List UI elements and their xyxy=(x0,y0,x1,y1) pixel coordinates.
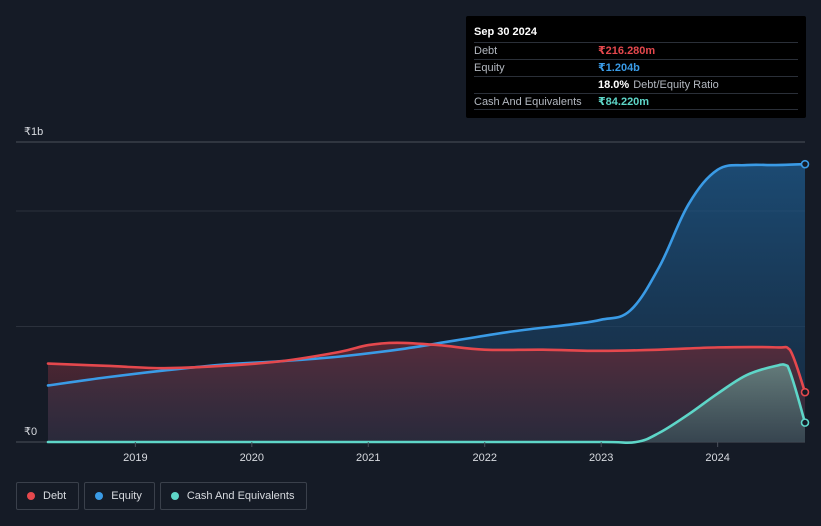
tooltip-ratio-value: 18.0% xyxy=(598,79,630,91)
x-tick-label: 2024 xyxy=(705,452,729,464)
x-tick-label: 2023 xyxy=(589,452,613,464)
tooltip-equity-label: Equity xyxy=(474,62,505,74)
tooltip-equity-row: Equity ₹1.204b xyxy=(474,59,798,76)
debt-end-marker xyxy=(800,387,810,397)
tooltip-equity-value: ₹1.204b xyxy=(598,62,640,74)
tooltip-debt-label: Debt xyxy=(474,45,498,57)
tooltip-cash-row: Cash And Equivalents ₹84.220m xyxy=(474,93,798,110)
x-tick-label: 2020 xyxy=(240,452,264,464)
tooltip-debt-value: ₹216.280m xyxy=(598,45,656,57)
legend-label-equity: Equity xyxy=(111,490,142,502)
tooltip-cash-value: ₹84.220m xyxy=(598,96,650,108)
legend-item-debt[interactable]: Debt xyxy=(16,482,80,510)
x-tick-label: 2019 xyxy=(123,452,147,464)
legend-item-equity[interactable]: Equity xyxy=(84,482,155,510)
cash-dot-icon xyxy=(170,492,179,500)
debt-line xyxy=(46,341,807,394)
tooltip-date: Sep 30 2024 xyxy=(474,26,537,38)
y-tick-label-zero: ₹0 xyxy=(24,426,37,438)
data-tooltip: Sep 30 2024 Debt ₹216.280m Equity ₹1.204… xyxy=(466,16,806,118)
x-tick-label: 2021 xyxy=(356,452,380,464)
x-tick-label: 2022 xyxy=(472,452,496,464)
legend-label-debt: Debt xyxy=(43,490,67,502)
legend-item-cash[interactable]: Cash And Equivalents xyxy=(159,482,308,510)
legend-label-cash: Cash And Equivalents xyxy=(186,490,295,502)
tooltip-cash-label: Cash And Equivalents xyxy=(474,96,582,108)
debt-area xyxy=(48,342,805,442)
y-tick-label-top: ₹1b xyxy=(24,126,43,138)
tooltip-ratio-label: Debt/Equity Ratio xyxy=(633,79,719,91)
cash-end-marker xyxy=(800,418,810,427)
tooltip-ratio-row: 18.0% Debt/Equity Ratio xyxy=(474,76,798,93)
debt-dot-icon xyxy=(27,492,35,500)
cash-area xyxy=(48,364,805,443)
equity-end-marker xyxy=(800,159,810,169)
tooltip-debt-row: Debt ₹216.280m xyxy=(474,42,798,59)
equity-dot-icon xyxy=(95,492,104,500)
chart-legend: Debt Equity Cash And Equivalents xyxy=(16,482,308,510)
